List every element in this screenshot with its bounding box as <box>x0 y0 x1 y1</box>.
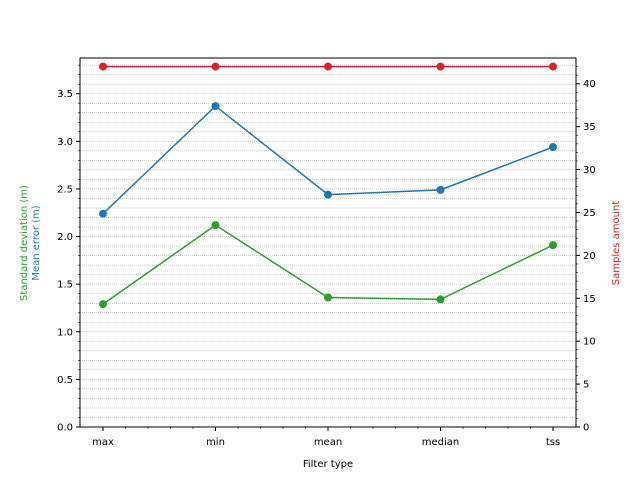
x-tick-label: median <box>422 437 460 448</box>
x-tick-label: tss <box>546 437 560 448</box>
series-point-0 <box>436 295 445 304</box>
x-tick-label: max <box>92 437 114 448</box>
series-point-0 <box>549 241 557 250</box>
right-tick-label: 25 <box>583 208 596 219</box>
series-point-2 <box>211 62 220 71</box>
x-axis-title: Filter type <box>303 459 353 470</box>
series-point-1 <box>324 190 332 199</box>
right-tick-label: 30 <box>583 165 596 176</box>
left-tick-label: 3.0 <box>57 137 73 148</box>
right-tick-label: 35 <box>583 122 596 133</box>
series-point-1 <box>549 143 557 152</box>
series-point-0 <box>324 293 332 302</box>
series-point-2 <box>324 62 332 71</box>
series-point-0 <box>211 221 220 230</box>
right-tick-label: 40 <box>583 79 596 90</box>
left-tick-label: 1.5 <box>57 280 73 291</box>
x-tick-label: min <box>206 437 225 448</box>
series-point-2 <box>99 62 107 71</box>
left-tick-label: 2.0 <box>57 232 73 243</box>
series-point-2 <box>436 62 445 71</box>
right-tick-label: 15 <box>583 294 596 305</box>
series-point-0 <box>99 300 107 309</box>
series-point-1 <box>99 209 107 218</box>
left-tick-label: 1.0 <box>57 327 73 338</box>
left-tick-label: 3.5 <box>57 89 73 100</box>
series-point-1 <box>211 102 220 111</box>
left-tick-label: 2.5 <box>57 184 73 195</box>
series-point-2 <box>549 62 557 71</box>
left-axis-title-mean: Mean error (m) <box>31 205 42 280</box>
right-tick-label: 0 <box>583 423 589 434</box>
series-layer <box>99 62 557 309</box>
plot-frame <box>79 57 577 428</box>
series-point-1 <box>436 185 445 194</box>
x-tick-label: mean <box>314 437 342 448</box>
left-tick-label: 0.0 <box>57 423 73 434</box>
left-tick-label: 0.5 <box>57 375 73 386</box>
axis-ticks: 0.0 0.5 1.0 1.5 2.0 2.5 3.0 3.5 0 5 10 15 20 25 30 35 40… <box>57 64 596 448</box>
right-axis-title: Samples amount <box>611 201 622 286</box>
right-tick-label: 5 <box>583 380 589 391</box>
grid-lines <box>80 64 576 418</box>
right-tick-label: 10 <box>583 337 596 348</box>
left-axis-title-std: Standard deviation (m) <box>19 185 30 301</box>
right-tick-label: 20 <box>583 251 596 262</box>
series-line-0 <box>102 224 554 305</box>
